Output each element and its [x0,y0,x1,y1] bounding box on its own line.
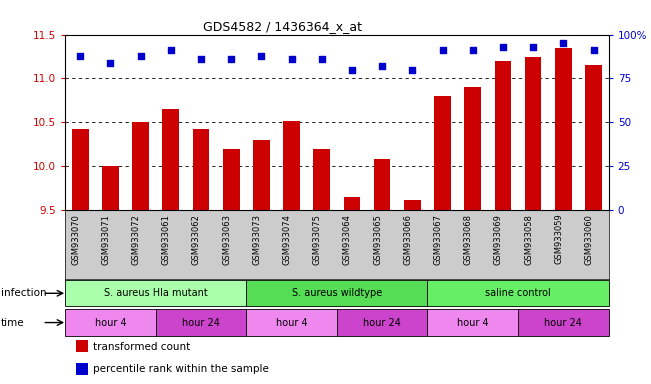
Bar [102,166,118,210]
Text: percentile rank within the sample: percentile rank within the sample [93,364,270,374]
Point [437,47,448,53]
Bar [428,310,518,336]
Point [528,44,538,50]
Text: GSM933060: GSM933060 [585,214,594,265]
Text: GSM933064: GSM933064 [343,214,352,265]
Point [165,47,176,53]
Text: saline control: saline control [485,288,551,298]
Bar [518,310,609,336]
Bar [495,61,511,210]
Point [256,53,267,59]
Bar [555,48,572,210]
Text: hour 4: hour 4 [94,318,126,328]
Bar [434,96,451,210]
Bar [156,310,246,336]
Text: S. aureus wildtype: S. aureus wildtype [292,288,382,298]
Text: GSM933067: GSM933067 [434,214,443,265]
Text: GSM933065: GSM933065 [373,214,382,265]
Point [407,67,417,73]
Text: infection: infection [1,288,46,298]
Point [467,47,478,53]
Text: GSM933075: GSM933075 [312,214,322,265]
Bar [72,129,89,210]
Text: hour 4: hour 4 [457,318,489,328]
Bar [163,109,179,210]
Point [589,47,599,53]
Text: GDS4582 / 1436364_x_at: GDS4582 / 1436364_x_at [204,20,363,33]
Bar [428,280,609,306]
Bar [404,200,421,210]
Text: hour 24: hour 24 [544,318,583,328]
Text: S. aureus Hla mutant: S. aureus Hla mutant [104,288,208,298]
Bar [585,65,602,210]
Text: GSM933061: GSM933061 [162,214,171,265]
Bar [525,56,542,210]
Text: GSM933059: GSM933059 [555,214,563,265]
Text: GSM933071: GSM933071 [102,214,111,265]
Bar [253,140,270,210]
Bar [132,122,149,210]
Text: GSM933073: GSM933073 [253,214,262,265]
Point [286,56,297,62]
Point [105,60,116,66]
Text: GSM933069: GSM933069 [494,214,503,265]
Point [347,67,357,73]
Bar [283,121,300,210]
Bar [65,310,156,336]
Bar [337,310,428,336]
Point [196,56,206,62]
Point [498,44,508,50]
Text: GSM933068: GSM933068 [464,214,473,265]
Text: GSM933062: GSM933062 [192,214,201,265]
Text: hour 24: hour 24 [363,318,401,328]
Point [75,53,85,59]
Text: transformed count: transformed count [93,342,191,352]
Bar [76,340,88,352]
Bar [193,129,210,210]
Bar [344,197,360,210]
Text: GSM933074: GSM933074 [283,214,292,265]
Text: GSM933070: GSM933070 [71,214,80,265]
Bar [374,159,391,210]
Point [135,53,146,59]
Text: GSM933072: GSM933072 [132,214,141,265]
Text: hour 24: hour 24 [182,318,220,328]
Text: GSM933063: GSM933063 [222,214,231,265]
Point [377,63,387,69]
Text: hour 4: hour 4 [276,318,307,328]
Bar [65,280,246,306]
Text: GSM933058: GSM933058 [524,214,533,265]
Point [316,56,327,62]
Bar [246,310,337,336]
Text: time: time [1,318,24,328]
Point [558,40,568,46]
Bar [76,362,88,374]
Bar [464,87,481,210]
Bar [246,280,428,306]
Text: GSM933066: GSM933066 [404,214,412,265]
Bar [223,149,240,210]
Point [226,56,236,62]
Bar [314,149,330,210]
